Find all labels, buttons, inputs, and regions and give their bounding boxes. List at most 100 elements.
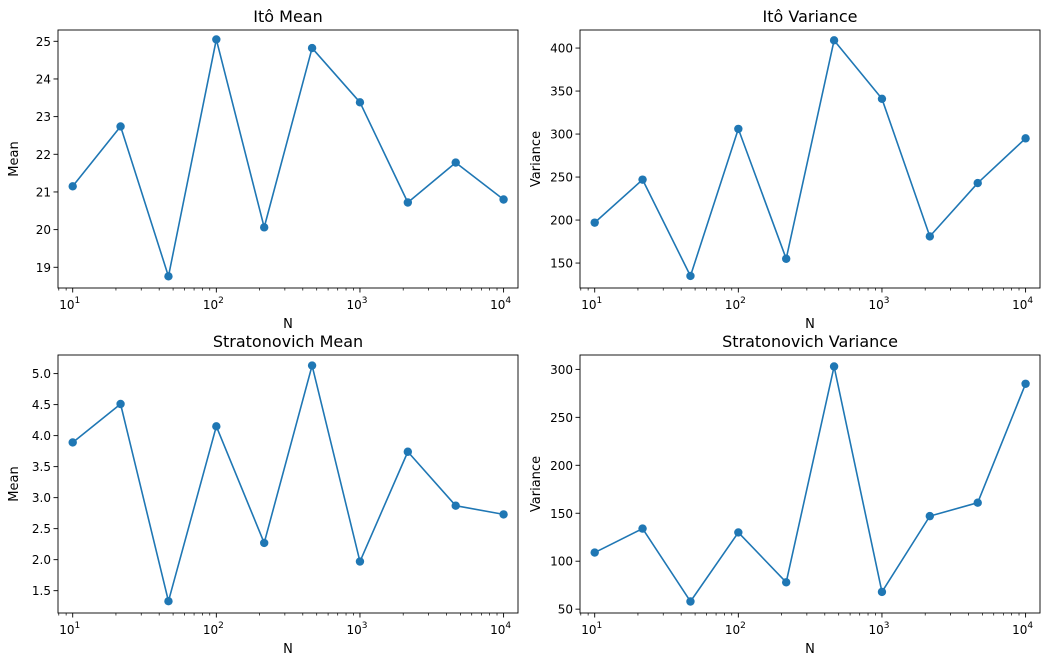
- stratonovich-mean-data-point: [355, 557, 365, 566]
- ito-mean-data-point: [403, 198, 413, 207]
- ito-variance-title: Itô Variance: [763, 7, 858, 26]
- ito-variance-data-point: [829, 36, 839, 45]
- ito-mean-data-point: [499, 195, 508, 204]
- ito-variance-x-tick-label: 102: [725, 296, 746, 312]
- stratonovich-variance-x-axis-label: N: [805, 642, 815, 657]
- stratonovich-variance-x-tick-exponent: 4: [1027, 621, 1033, 631]
- ito-mean-data-point: [164, 272, 173, 281]
- ito-mean-y-tick-label: 21: [36, 185, 51, 199]
- stratonovich-mean-data-point: [451, 501, 460, 510]
- stratonovich-mean-x-tick-label: 101: [59, 621, 80, 637]
- ito-mean-x-tick-base: 10: [203, 298, 218, 312]
- stratonovich-variance-axes-frame: [579, 354, 1041, 614]
- ito-variance-y-tick-label: 200: [550, 214, 573, 228]
- stratonovich-variance-y-tick-label: 300: [550, 363, 573, 377]
- ito-variance-x-tick-base: 10: [581, 298, 596, 312]
- ito-mean-x-tick-base: 10: [490, 298, 505, 312]
- stratonovich-mean-x-tick-base: 10: [203, 623, 218, 637]
- ito-mean-title: Itô Mean: [253, 7, 322, 26]
- ito-variance-data-point: [925, 232, 935, 241]
- stratonovich-mean-y-axis-label: Mean: [7, 466, 22, 501]
- stratonovich-variance-data-point: [590, 548, 599, 557]
- stratonovich-variance-x-tick-base: 10: [725, 623, 740, 637]
- stratonovich-mean-data-point: [68, 438, 77, 447]
- stratonovich-variance-x-tick-label: 102: [725, 621, 746, 637]
- ito-mean-data-point: [451, 158, 460, 167]
- ito-variance-x-tick-label: 101: [581, 296, 602, 312]
- ito-variance-y-tick-label: 350: [550, 85, 573, 99]
- stratonovich-variance-y-tick-label: 250: [550, 411, 573, 425]
- ito-variance-x-tick-exponent: 1: [596, 296, 602, 306]
- ito-variance-data-point: [973, 178, 982, 188]
- ito-mean-x-tick-label: 102: [203, 296, 224, 312]
- ito-variance-x-tick-label: 104: [1012, 296, 1033, 312]
- ito-mean-data-point: [68, 182, 77, 191]
- stratonovich-variance-data-point: [925, 511, 935, 521]
- ito-mean-x-tick-label: 104: [490, 296, 511, 312]
- ito-variance-data-point: [781, 254, 791, 263]
- ito-mean-y-tick-label: 22: [36, 148, 51, 162]
- ito-variance-x-tick-base: 10: [725, 298, 740, 312]
- stratonovich-mean-x-tick-label: 104: [490, 621, 511, 637]
- ito-mean-y-axis-label: Mean: [7, 141, 22, 176]
- stratonovich-mean-x-tick-exponent: 4: [505, 621, 511, 631]
- ito-variance-x-tick-base: 10: [1012, 298, 1027, 312]
- stratonovich-variance-y-tick-label: 200: [550, 459, 573, 473]
- ito-mean-data-point: [259, 223, 269, 232]
- stratonovich-variance-x-tick-exponent: 2: [740, 621, 746, 631]
- ito-mean-y-tick-label: 23: [36, 110, 51, 124]
- ito-mean-x-tick-label: 103: [346, 296, 367, 312]
- stratonovich-mean-y-tick-label: 1.5: [32, 584, 51, 598]
- stratonovich-variance-title: Stratonovich Variance: [722, 332, 898, 351]
- stratonovich-mean-x-tick-base: 10: [59, 623, 74, 637]
- stratonovich-variance-data-point: [1021, 379, 1030, 388]
- ito-mean-data-point: [355, 98, 365, 107]
- ito-variance-x-tick-exponent: 2: [740, 296, 746, 306]
- stratonovich-mean-data-point: [499, 510, 508, 519]
- stratonovich-mean-x-tick-label: 102: [203, 621, 224, 637]
- stratonovich-mean-y-tick-label: 5.0: [32, 367, 51, 381]
- stratonovich-mean-series-line: [72, 364, 504, 603]
- stratonovich-variance-y-tick-label: 100: [550, 555, 573, 569]
- ito-variance-y-tick-label: 250: [550, 171, 573, 185]
- ito-mean-x-tick-base: 10: [59, 298, 74, 312]
- ito-variance-series-line: [594, 39, 1027, 277]
- ito-mean-x-axis-label: N: [283, 317, 293, 332]
- ito-variance-y-tick-label: 400: [550, 42, 573, 56]
- stratonovich-variance-data-point: [638, 524, 647, 533]
- ito-mean-x-tick-label: 101: [59, 296, 80, 312]
- ito-variance-y-tick-label: 300: [550, 128, 573, 142]
- ito-mean-axes-frame: [57, 29, 519, 289]
- ito-variance-data-point: [590, 218, 599, 227]
- ito-variance-axes-frame: [579, 29, 1041, 289]
- stratonovich-variance-x-tick-base: 10: [581, 623, 596, 637]
- stratonovich-variance-y-axis-label: Variance: [529, 456, 544, 512]
- stratonovich-variance-series-line: [594, 365, 1027, 603]
- stratonovich-variance-data-point: [781, 578, 791, 587]
- stratonovich-variance-y-tick-label: 50: [558, 603, 573, 617]
- ito-variance-x-axis-label: N: [805, 317, 815, 332]
- ito-variance-data-point: [734, 124, 743, 134]
- ito-variance-y-tick-label: 150: [550, 257, 573, 271]
- ito-mean-x-tick-base: 10: [346, 298, 361, 312]
- stratonovich-variance-y-tick-label: 150: [550, 507, 573, 521]
- ito-variance-data-point: [686, 271, 695, 281]
- stratonovich-mean-data-point: [259, 538, 269, 548]
- ito-mean-x-tick-exponent: 4: [505, 296, 511, 306]
- stratonovich-mean-data-point: [403, 447, 413, 456]
- stratonovich-mean-data-point: [116, 399, 125, 409]
- ito-mean-x-tick-exponent: 2: [218, 296, 224, 306]
- stratonovich-mean-x-axis-label: N: [283, 642, 293, 657]
- stratonovich-variance-data-point: [734, 528, 743, 537]
- stratonovich-mean-axes-frame: [57, 354, 519, 614]
- stratonovich-variance-x-tick-label: 104: [1012, 621, 1033, 637]
- ito-variance-data-point: [638, 175, 647, 184]
- stratonovich-mean-x-tick-exponent: 1: [74, 621, 80, 631]
- ito-variance-data-point: [1021, 134, 1030, 143]
- stratonovich-mean-y-tick-label: 2.0: [32, 553, 51, 567]
- ito-mean-data-point: [212, 35, 221, 44]
- stratonovich-mean-x-tick-base: 10: [346, 623, 361, 637]
